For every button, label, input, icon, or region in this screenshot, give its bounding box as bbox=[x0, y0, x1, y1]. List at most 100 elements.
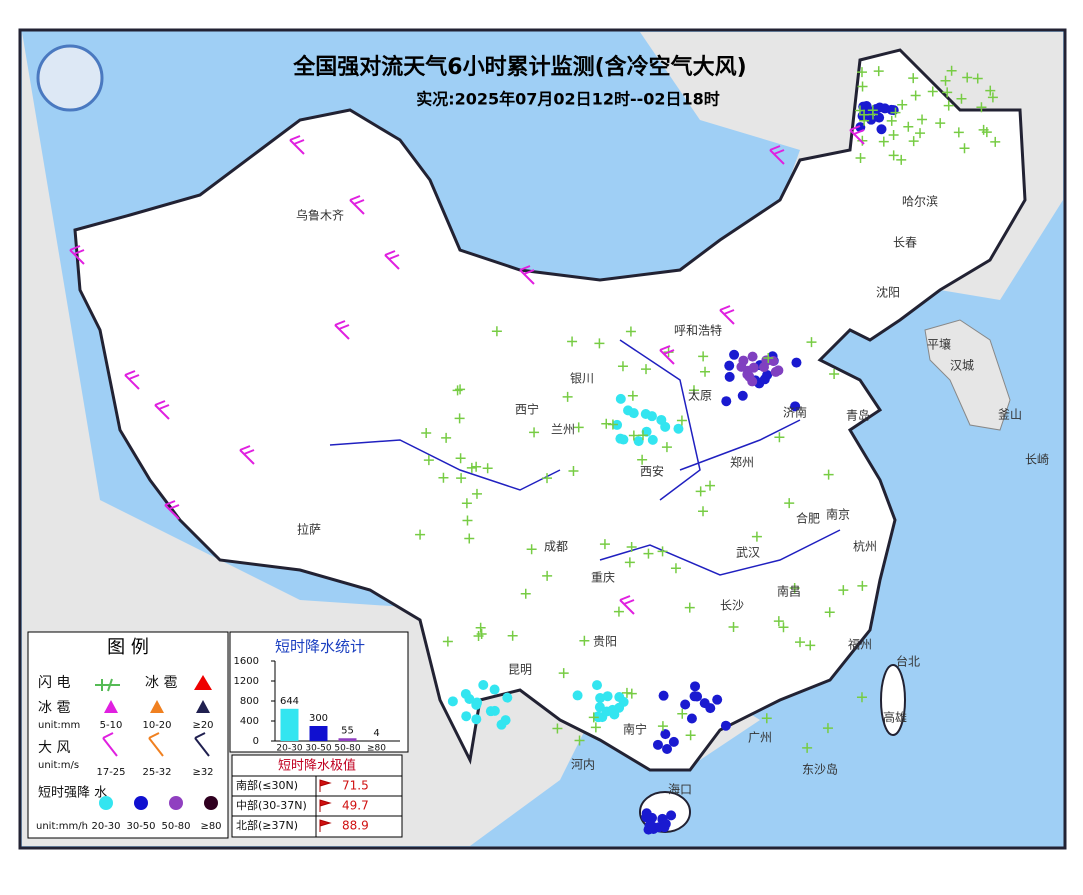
rain-dot bbox=[738, 355, 749, 366]
rain-dot bbox=[790, 401, 801, 412]
x-tick-label: 20-30 bbox=[276, 744, 302, 754]
value-label: 55 bbox=[341, 725, 354, 736]
wind-barb bbox=[619, 595, 635, 615]
lightning-mark bbox=[855, 153, 866, 164]
rivers bbox=[329, 339, 841, 576]
wind-barb bbox=[239, 445, 255, 465]
legend-level: 5-10 bbox=[100, 720, 123, 731]
lightning-mark bbox=[684, 602, 695, 613]
rain-dot bbox=[748, 362, 759, 373]
lightning-mark bbox=[441, 432, 452, 443]
lightning-mark bbox=[657, 721, 668, 732]
wind-barb bbox=[849, 125, 865, 145]
stats-chart: 0 400 800 1200 1600 644 20-30 300 30-50 55 50-80 4 ≥… bbox=[234, 656, 400, 754]
lightning-mark bbox=[627, 390, 638, 401]
lightning-mark bbox=[552, 723, 563, 734]
legend-level: 30-50 bbox=[126, 821, 155, 832]
legend-hail bbox=[104, 700, 118, 713]
lightning-mark bbox=[698, 351, 709, 362]
y-tick-label: 800 bbox=[240, 696, 259, 707]
lightning-mark bbox=[637, 454, 648, 465]
lightning-mark bbox=[927, 86, 938, 97]
rain-dot bbox=[656, 414, 667, 425]
rain-dot bbox=[876, 124, 887, 135]
city-label: 西安 bbox=[640, 464, 664, 479]
rain-dot bbox=[615, 393, 626, 404]
lightning-mark bbox=[953, 127, 964, 138]
lightning-mark bbox=[688, 385, 699, 396]
city-label: 长春 bbox=[893, 236, 917, 250]
legend-levels: 5-10 10-20 ≥20 17-25 25-32 ≥32 20-30 30-50 50-80… bbox=[91, 700, 222, 832]
rain-dot bbox=[500, 715, 511, 726]
wind-barb bbox=[164, 500, 180, 520]
lightning-mark bbox=[471, 461, 482, 472]
lightning-mark bbox=[462, 515, 473, 526]
value-label: 4 bbox=[373, 728, 379, 739]
lightning-mark bbox=[628, 430, 639, 441]
lightning-mark bbox=[972, 73, 983, 84]
city-label: 杭州 bbox=[853, 539, 877, 554]
rain-dot bbox=[758, 362, 769, 373]
lightning-mark bbox=[594, 338, 605, 349]
wind-barb bbox=[769, 145, 785, 165]
extremes-title: 短时降水极值 bbox=[278, 758, 356, 774]
lightning-mark bbox=[838, 585, 849, 596]
rain-dot bbox=[705, 703, 716, 714]
lightning-mark bbox=[590, 722, 601, 733]
lightning-mark bbox=[438, 472, 449, 483]
legend-level: ≥80 bbox=[200, 821, 221, 832]
wind-barb bbox=[154, 400, 170, 420]
lightning-mark bbox=[455, 453, 466, 464]
city-label: 郑州 bbox=[730, 455, 754, 470]
city-label: 长崎 bbox=[1025, 453, 1049, 467]
legend-label: 冰 雹 bbox=[145, 675, 177, 691]
lightning-mark bbox=[886, 115, 897, 126]
y-tick-label: 400 bbox=[240, 716, 259, 727]
rain-dot bbox=[652, 739, 663, 750]
lightning-mark bbox=[705, 480, 716, 491]
lightning-mark bbox=[888, 150, 899, 161]
x-tick-label: 30-50 bbox=[305, 744, 331, 754]
lightning-mark bbox=[621, 687, 632, 698]
lightning-mark bbox=[774, 432, 785, 443]
legend-level: 20-30 bbox=[91, 821, 120, 832]
y-tick-label: 0 bbox=[253, 736, 259, 747]
city-label: 哈尔滨 bbox=[902, 194, 938, 209]
lightning-mark bbox=[698, 506, 709, 517]
rain-dot bbox=[759, 374, 770, 385]
lightning-mark bbox=[454, 413, 465, 424]
lightning-mark bbox=[959, 143, 970, 154]
city-label: 济南 bbox=[783, 405, 807, 420]
city-label: 南京 bbox=[826, 507, 850, 522]
rain-dot bbox=[641, 426, 652, 437]
rain-dot bbox=[791, 357, 802, 368]
lightning-mark bbox=[415, 529, 426, 540]
lightning-mark bbox=[778, 622, 789, 633]
lightning-mark bbox=[987, 92, 998, 103]
legend-label: 冰 雹 bbox=[38, 700, 70, 716]
lightning-mark bbox=[613, 606, 624, 617]
rain-dot bbox=[737, 390, 748, 401]
lightning-mark bbox=[677, 708, 688, 719]
lightning-mark bbox=[962, 72, 973, 83]
lightning-mark bbox=[910, 90, 921, 101]
city-label: 兰州 bbox=[551, 423, 575, 437]
lightning-mark bbox=[940, 75, 951, 86]
lightning-mark bbox=[567, 336, 578, 347]
rain-dot bbox=[690, 681, 701, 692]
lightning-mark bbox=[456, 473, 467, 484]
city-label: 呼和浩特 bbox=[674, 323, 722, 338]
lightning-mark bbox=[700, 366, 711, 377]
city-label: 成都 bbox=[544, 540, 568, 554]
city-label: 乌鲁木齐 bbox=[296, 208, 344, 223]
legend-rain bbox=[204, 796, 218, 810]
lightning-mark bbox=[574, 735, 585, 746]
legend-level: 25-32 bbox=[142, 767, 171, 778]
city-label: 拉萨 bbox=[297, 522, 321, 537]
lightning-mark bbox=[526, 544, 537, 555]
rain-dot bbox=[721, 396, 732, 407]
lightning-mark bbox=[529, 427, 540, 438]
legend-label: 闪 电 bbox=[38, 675, 70, 691]
lightning-mark bbox=[626, 688, 637, 699]
